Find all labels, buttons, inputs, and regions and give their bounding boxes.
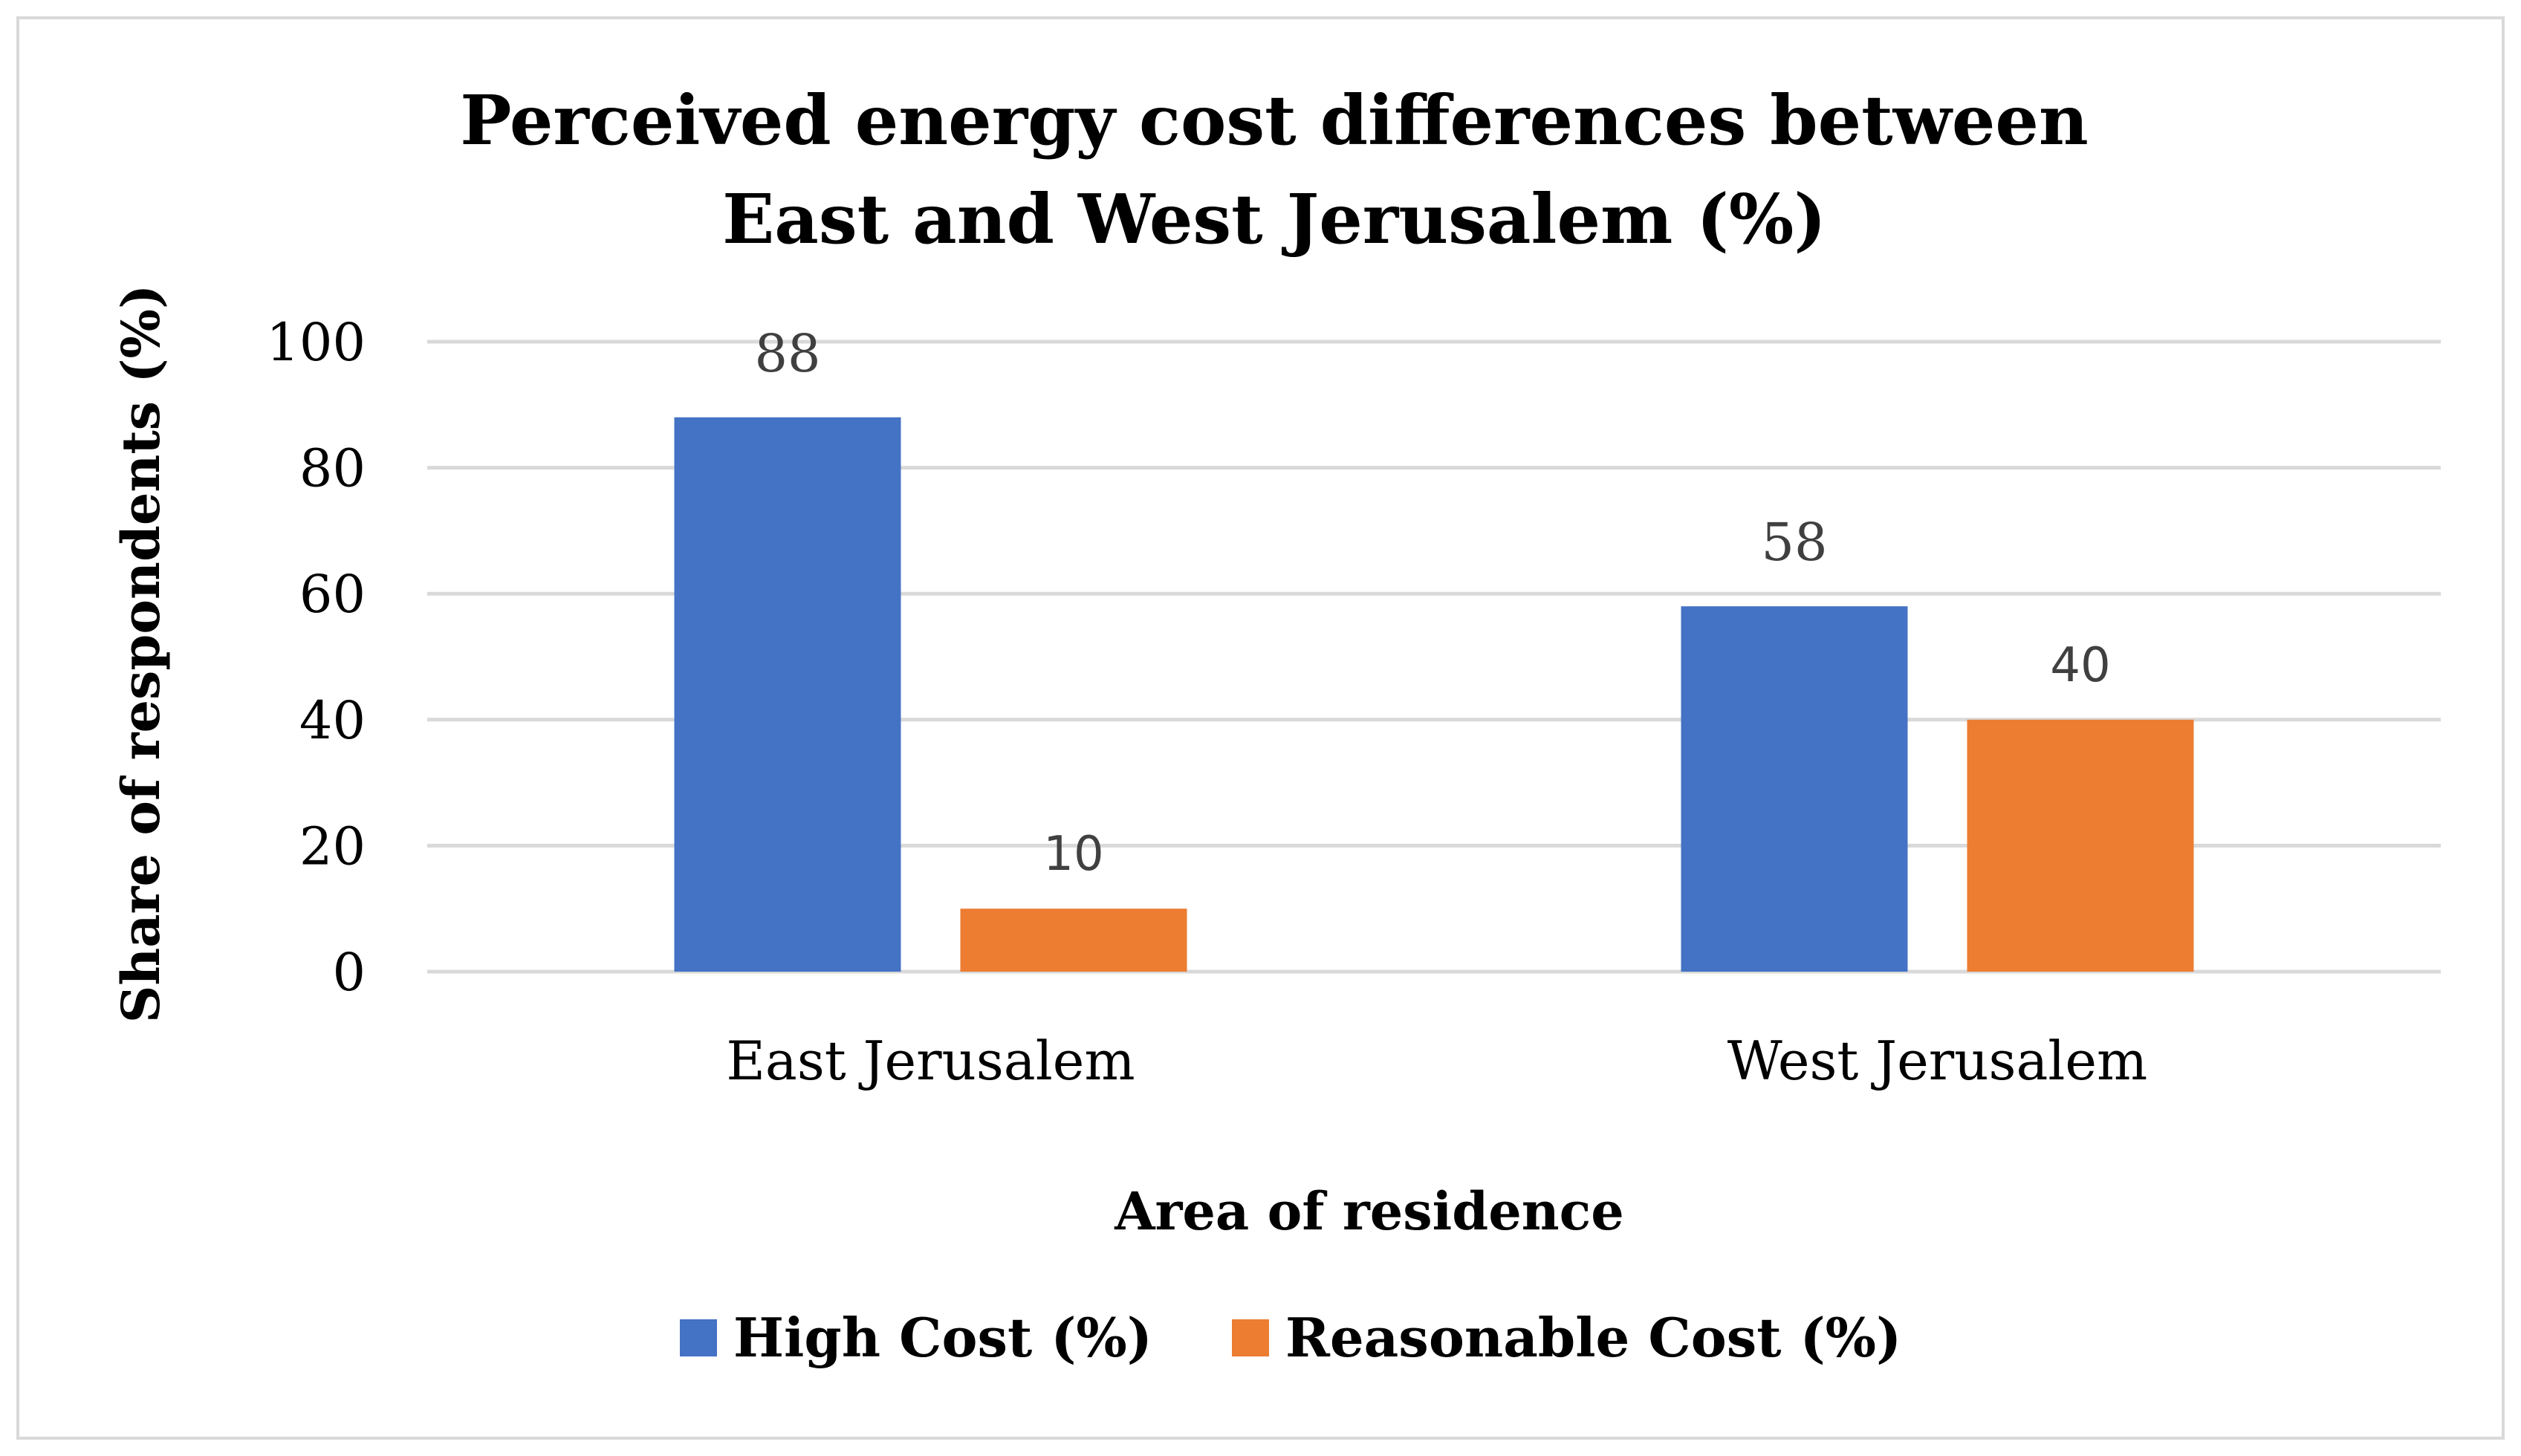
legend-swatch-high-cost xyxy=(680,1319,717,1356)
legend-swatch-reasonable-cost xyxy=(1232,1319,1269,1356)
data-label: 10 xyxy=(1043,827,1103,882)
y-tick-label: 100 xyxy=(266,312,366,373)
data-label: 88 xyxy=(754,323,820,384)
data-label: 58 xyxy=(1761,512,1827,573)
legend: High Cost (%) Reasonable Cost (%) xyxy=(680,1306,1901,1369)
bar-reasonable-cost-0 xyxy=(960,909,1187,972)
y-tick-label: 80 xyxy=(299,438,366,499)
y-axis-label: Share of respondents (%) xyxy=(110,285,172,1023)
bar-high-cost-1 xyxy=(1681,606,1908,972)
y-tick-label: 40 xyxy=(299,690,366,751)
x-tick-label: West Jerusalem xyxy=(1727,1030,2148,1092)
y-axis-ticks: 0 20 40 60 80 100 xyxy=(266,312,366,1003)
data-label: 40 xyxy=(2050,638,2110,693)
legend-label: High Cost (%) xyxy=(733,1306,1152,1369)
y-tick-label: 20 xyxy=(299,816,366,877)
bars xyxy=(674,417,2194,972)
chart-title: Perceived energy cost differences betwee… xyxy=(460,80,2089,160)
legend-label: Reasonable Cost (%) xyxy=(1285,1306,1901,1369)
bar-high-cost-0 xyxy=(674,417,901,972)
bar-reasonable-cost-1 xyxy=(1967,719,2194,972)
y-tick-label: 60 xyxy=(299,564,366,625)
x-axis-label: Area of residence xyxy=(1114,1180,1624,1242)
y-tick-label: 0 xyxy=(332,942,366,1003)
x-tick-label: East Jerusalem xyxy=(726,1030,1135,1092)
chart-title-line2: East and West Jerusalem (%) xyxy=(722,179,1826,259)
x-axis-ticks: East Jerusalem West Jerusalem xyxy=(726,1030,2147,1092)
data-labels: 88 10 58 40 xyxy=(754,323,2110,882)
